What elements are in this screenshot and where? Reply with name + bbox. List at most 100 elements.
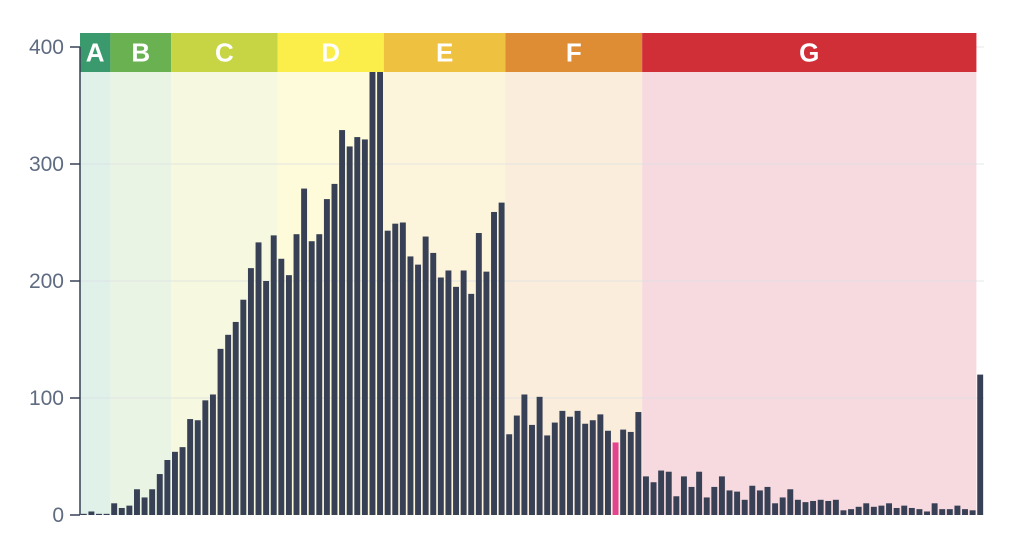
- bar: [559, 410, 566, 515]
- bar: [399, 222, 406, 515]
- band-background-b: [110, 33, 172, 515]
- bar: [962, 509, 968, 515]
- band-header-b: [110, 33, 172, 72]
- bar: [498, 202, 505, 516]
- bar: [832, 499, 839, 515]
- bar: [627, 431, 634, 515]
- bar: [437, 277, 444, 515]
- bar: [711, 486, 718, 515]
- bar: [156, 474, 163, 515]
- bar: [810, 500, 817, 515]
- bars: [80, 51, 984, 516]
- band-label-c: C: [215, 38, 234, 68]
- band-label-e: E: [436, 38, 453, 68]
- bar: [779, 497, 786, 515]
- bar: [597, 414, 604, 515]
- bar: [886, 503, 893, 515]
- bar: [665, 471, 672, 515]
- bar: [202, 400, 209, 515]
- bar: [741, 499, 748, 515]
- bar: [969, 510, 976, 515]
- bar: [878, 505, 885, 515]
- bar: [225, 334, 232, 515]
- bar: [468, 293, 475, 515]
- bar: [285, 275, 292, 515]
- bar: [650, 482, 657, 515]
- bar: [680, 476, 687, 515]
- band-header-c: [171, 33, 278, 72]
- bar: [164, 460, 171, 515]
- bar: [346, 146, 353, 515]
- bar: [149, 489, 156, 515]
- band-background-c: [171, 33, 278, 515]
- bar: [673, 496, 680, 515]
- bar: [247, 268, 254, 515]
- bar: [392, 223, 399, 516]
- bar: [453, 286, 459, 515]
- bar: [377, 51, 384, 516]
- bar: [939, 509, 946, 515]
- bar: [787, 489, 794, 515]
- bar: [794, 499, 801, 515]
- bar: [263, 281, 270, 515]
- band-background-f: [505, 33, 643, 515]
- bar: [551, 422, 558, 515]
- bar: [756, 490, 763, 515]
- band-background-a: [80, 33, 111, 515]
- bar: [361, 139, 368, 515]
- bar: [103, 513, 110, 515]
- bar: [88, 511, 95, 515]
- bar: [126, 505, 133, 515]
- bar: [946, 509, 953, 515]
- bar: [316, 234, 323, 515]
- band-label-d: D: [321, 38, 340, 68]
- bar: [134, 489, 140, 515]
- y-tick-label: 100: [29, 387, 64, 410]
- band-background-d: [277, 33, 384, 515]
- bar: [635, 412, 642, 515]
- bar: [529, 424, 535, 515]
- bar: [688, 486, 695, 515]
- bar: [863, 503, 870, 515]
- band-header-a: [80, 33, 111, 72]
- bar: [415, 264, 422, 515]
- band-header-f: [505, 33, 643, 72]
- band-label-b: B: [131, 38, 150, 68]
- bar: [483, 271, 490, 515]
- bar: [855, 506, 862, 515]
- bar: [620, 429, 627, 515]
- bar: [901, 505, 908, 515]
- bar: [331, 183, 338, 515]
- bar: [506, 434, 513, 515]
- bar: [642, 476, 649, 515]
- bar: [726, 490, 733, 515]
- bar: [422, 236, 429, 516]
- bar-highlighted: [612, 442, 619, 515]
- bar: [696, 471, 703, 515]
- bar: [802, 502, 809, 515]
- bar: [323, 199, 330, 515]
- bar: [171, 451, 178, 515]
- bar: [217, 348, 224, 515]
- bar: [407, 256, 414, 515]
- bar: [278, 258, 285, 515]
- bar: [194, 420, 201, 515]
- band-header-g: [642, 33, 977, 72]
- bar: [658, 470, 665, 515]
- band-label-g: G: [799, 38, 819, 68]
- bar: [308, 241, 315, 515]
- bar: [977, 374, 984, 515]
- band-label-a: A: [86, 38, 105, 68]
- bar: [544, 435, 551, 515]
- bar: [840, 510, 847, 515]
- bar: [369, 68, 376, 515]
- bar: [209, 394, 216, 515]
- bar: [521, 394, 528, 515]
- bar: [187, 419, 194, 515]
- bar: [270, 235, 277, 515]
- y-tick-label: 200: [29, 270, 64, 293]
- bar: [232, 321, 239, 515]
- bar: [893, 507, 900, 515]
- bar: [339, 130, 346, 515]
- bar: [734, 491, 741, 515]
